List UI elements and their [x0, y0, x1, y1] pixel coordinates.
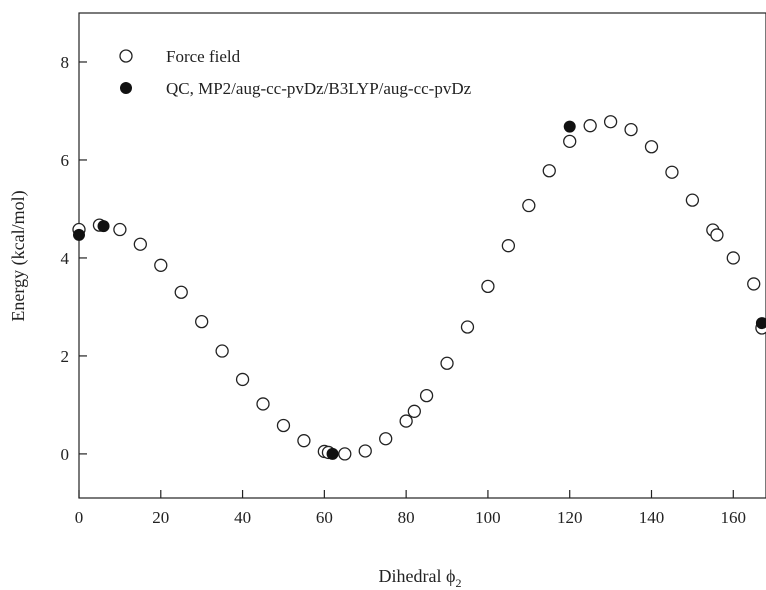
legend-label-qc: QC, MP2/aug-cc-pvDz/B3LYP/aug-cc-pvDz — [166, 79, 472, 98]
force-field-point — [358, 444, 372, 458]
force-field-point — [174, 285, 188, 299]
x-axis-label: Dihedral ϕ2 — [379, 566, 462, 590]
x-tick-label: 100 — [475, 508, 501, 527]
x-tick-label: 80 — [398, 508, 415, 527]
qc-point — [563, 120, 576, 133]
y-tick-label: 8 — [61, 53, 70, 72]
force-field-point — [256, 397, 270, 411]
x-axis-label-subscript: 2 — [455, 576, 461, 590]
qc-point — [97, 220, 110, 233]
force-field-point — [338, 447, 352, 461]
qc-point — [73, 228, 85, 241]
force-field-point — [460, 320, 475, 334]
y-tick-label: 4 — [61, 249, 70, 268]
force-field-point — [407, 404, 421, 418]
x-tick-label: 60 — [316, 508, 333, 527]
y-axis: 0 2 4 6 8 — [61, 53, 87, 464]
force-field-point — [501, 239, 516, 253]
force-field-point — [542, 164, 556, 178]
force-field-point — [481, 279, 495, 294]
x-tick-label: 40 — [234, 508, 251, 527]
force-field-point — [644, 140, 659, 154]
plot-frame — [78, 12, 766, 499]
force-field-point — [522, 198, 536, 213]
legend-marker-force-field — [119, 49, 133, 63]
force-field-point — [133, 237, 147, 251]
x-tick-label: 20 — [152, 508, 169, 527]
legend: Force field QC, MP2/aug-cc-pvDz/B3LYP/au… — [119, 47, 472, 98]
legend-label-force-field: Force field — [166, 47, 241, 66]
data-points — [72, 115, 766, 461]
qc-point — [755, 317, 766, 330]
x-tick-label: 140 — [639, 508, 665, 527]
force-field-point — [276, 418, 291, 433]
force-field-point — [440, 356, 454, 370]
x-tick-label: 160 — [721, 508, 747, 527]
force-field-point — [399, 414, 413, 428]
force-field-point — [563, 134, 577, 149]
y-axis-label: Energy (kcal/mol) — [8, 190, 29, 321]
force-field-point — [113, 222, 127, 237]
y-tick-label: 6 — [61, 151, 70, 170]
force-field-point — [215, 344, 229, 358]
force-field-point — [603, 115, 618, 129]
force-field-point — [379, 432, 393, 446]
force-field-point — [195, 314, 209, 329]
y-tick-label: 2 — [61, 347, 70, 366]
force-field-point — [710, 228, 724, 242]
legend-marker-qc — [120, 82, 132, 94]
force-field-point — [154, 258, 168, 272]
x-tick-label: 120 — [557, 508, 583, 527]
qc-point — [326, 447, 339, 460]
x-tick-label: 0 — [75, 508, 84, 527]
force-field-point — [235, 372, 250, 387]
force-field-point — [685, 193, 700, 207]
force-field-point — [583, 119, 597, 133]
x-axis: 0 20 40 60 80 100 120 140 160 — [75, 490, 746, 527]
force-field-point — [419, 388, 434, 403]
y-tick-label: 0 — [61, 445, 70, 464]
x-axis-label-main: Dihedral ϕ — [379, 566, 456, 586]
force-field-point — [624, 122, 638, 137]
force-field-point — [297, 434, 311, 448]
force-field-point — [726, 251, 740, 265]
force-field-point — [747, 277, 761, 291]
force-field-point — [665, 165, 679, 179]
